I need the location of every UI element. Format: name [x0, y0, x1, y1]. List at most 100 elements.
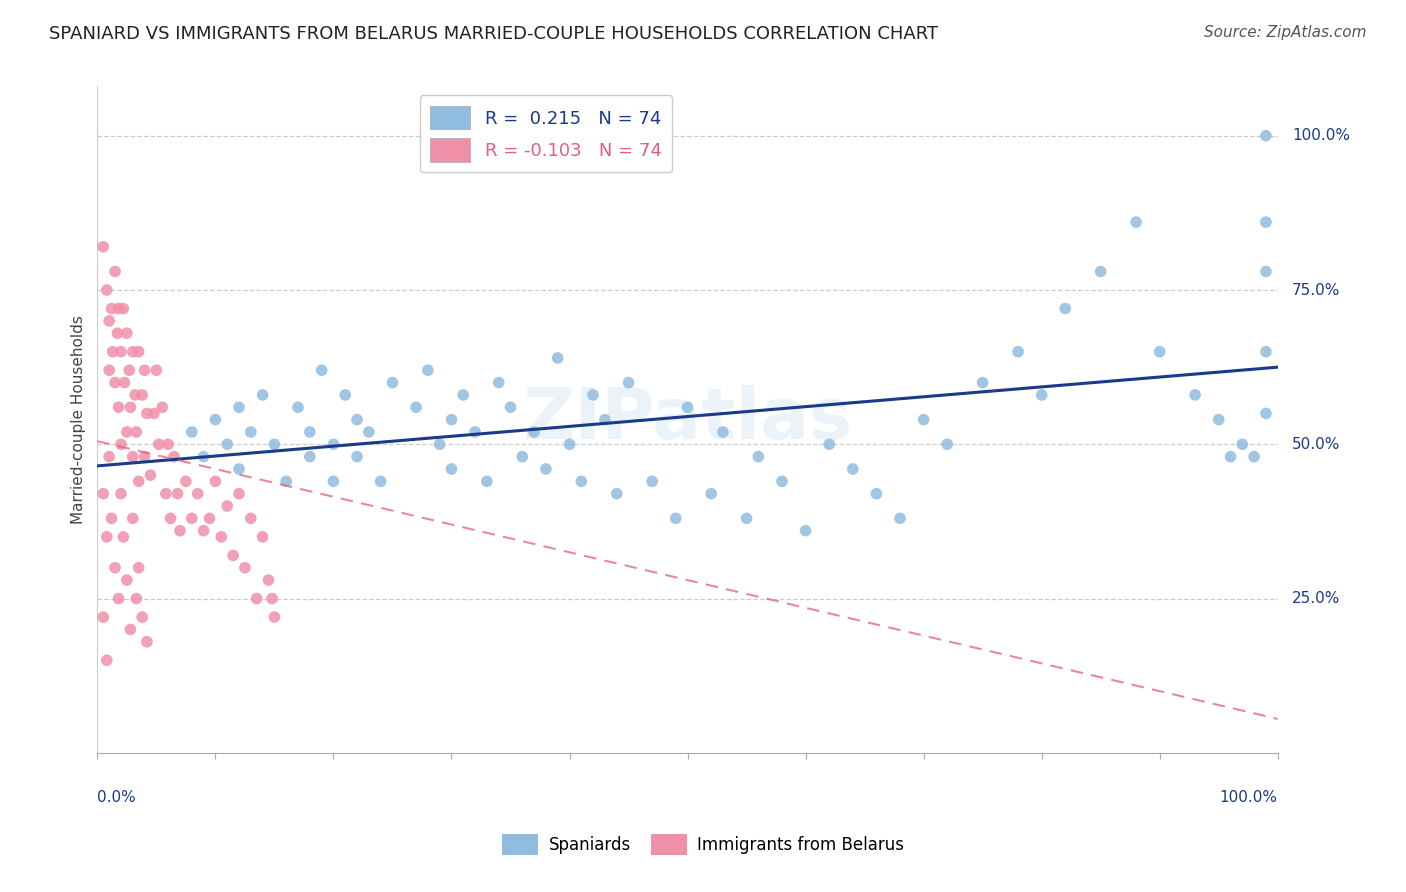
Point	[370, 475, 392, 489]
Point	[143, 406, 166, 420]
Point	[217, 499, 239, 513]
Point	[115, 573, 138, 587]
Point	[1054, 301, 1077, 316]
Point	[298, 450, 321, 464]
Point	[150, 401, 173, 415]
Point	[298, 425, 321, 439]
Point	[747, 450, 769, 464]
Text: 75.0%: 75.0%	[1292, 283, 1340, 298]
Point	[222, 549, 245, 563]
Point	[569, 475, 592, 489]
Point	[145, 363, 167, 377]
Point	[276, 475, 298, 489]
Point	[711, 425, 734, 439]
Point	[260, 591, 283, 606]
Point	[100, 511, 122, 525]
Text: 100.0%: 100.0%	[1220, 789, 1278, 805]
Point	[100, 301, 122, 316]
Text: 0.0%: 0.0%	[97, 789, 136, 805]
Point	[1243, 450, 1265, 464]
Legend: R =  0.215   N = 74, R = -0.103   N = 74: R = 0.215 N = 74, R = -0.103 N = 74	[419, 95, 672, 172]
Point	[842, 462, 865, 476]
Point	[440, 412, 463, 426]
Point	[770, 475, 793, 489]
Point	[228, 462, 250, 476]
Point	[228, 401, 250, 415]
Point	[198, 511, 221, 525]
Point	[287, 401, 309, 415]
Point	[228, 486, 250, 500]
Point	[335, 388, 357, 402]
Point	[889, 511, 911, 525]
Point	[134, 363, 156, 377]
Point	[120, 401, 142, 415]
Point	[794, 524, 817, 538]
Point	[187, 486, 209, 500]
Point	[98, 363, 121, 377]
Point	[174, 475, 197, 489]
Point	[1219, 450, 1241, 464]
Text: 25.0%: 25.0%	[1292, 591, 1340, 606]
Point	[475, 475, 498, 489]
Point	[936, 437, 959, 451]
Point	[131, 610, 153, 624]
Point	[510, 450, 533, 464]
Point	[405, 401, 427, 415]
Point	[120, 623, 142, 637]
Point	[121, 511, 143, 525]
Point	[735, 511, 758, 525]
Point	[209, 530, 232, 544]
Point	[346, 450, 368, 464]
Point	[440, 462, 463, 476]
Point	[1149, 344, 1171, 359]
Point	[166, 486, 188, 500]
Point	[1031, 388, 1053, 402]
Point	[121, 450, 143, 464]
Point	[322, 437, 344, 451]
Point	[155, 486, 177, 500]
Point	[464, 425, 486, 439]
Point	[91, 240, 114, 254]
Text: 50.0%: 50.0%	[1292, 437, 1340, 451]
Point	[98, 450, 121, 464]
Point	[1254, 344, 1277, 359]
Point	[204, 412, 226, 426]
Point	[257, 573, 280, 587]
Point	[125, 591, 148, 606]
Point	[641, 475, 664, 489]
Point	[110, 437, 132, 451]
Point	[357, 425, 380, 439]
Point	[239, 511, 262, 525]
Point	[91, 486, 114, 500]
Point	[593, 412, 616, 426]
Point	[1254, 128, 1277, 143]
Point	[115, 326, 138, 341]
Point	[346, 412, 368, 426]
Text: Source: ZipAtlas.com: Source: ZipAtlas.com	[1204, 25, 1367, 40]
Y-axis label: Married-couple Households: Married-couple Households	[72, 315, 86, 524]
Point	[204, 475, 226, 489]
Point	[128, 475, 150, 489]
Text: SPANIARD VS IMMIGRANTS FROM BELARUS MARRIED-COUPLE HOUSEHOLDS CORRELATION CHART: SPANIARD VS IMMIGRANTS FROM BELARUS MARR…	[49, 25, 938, 43]
Point	[169, 524, 191, 538]
Point	[157, 437, 180, 451]
Point	[104, 376, 127, 390]
Point	[246, 591, 269, 606]
Point	[547, 351, 569, 365]
Point	[110, 344, 132, 359]
Point	[252, 530, 274, 544]
Point	[96, 283, 118, 297]
Point	[429, 437, 451, 451]
Point	[134, 450, 156, 464]
Point	[1090, 264, 1112, 278]
Point	[96, 653, 118, 667]
Point	[112, 530, 135, 544]
Point	[606, 486, 628, 500]
Point	[582, 388, 605, 402]
Point	[118, 363, 141, 377]
Point	[239, 425, 262, 439]
Point	[193, 524, 215, 538]
Point	[121, 344, 143, 359]
Point	[252, 388, 274, 402]
Point	[1254, 406, 1277, 420]
